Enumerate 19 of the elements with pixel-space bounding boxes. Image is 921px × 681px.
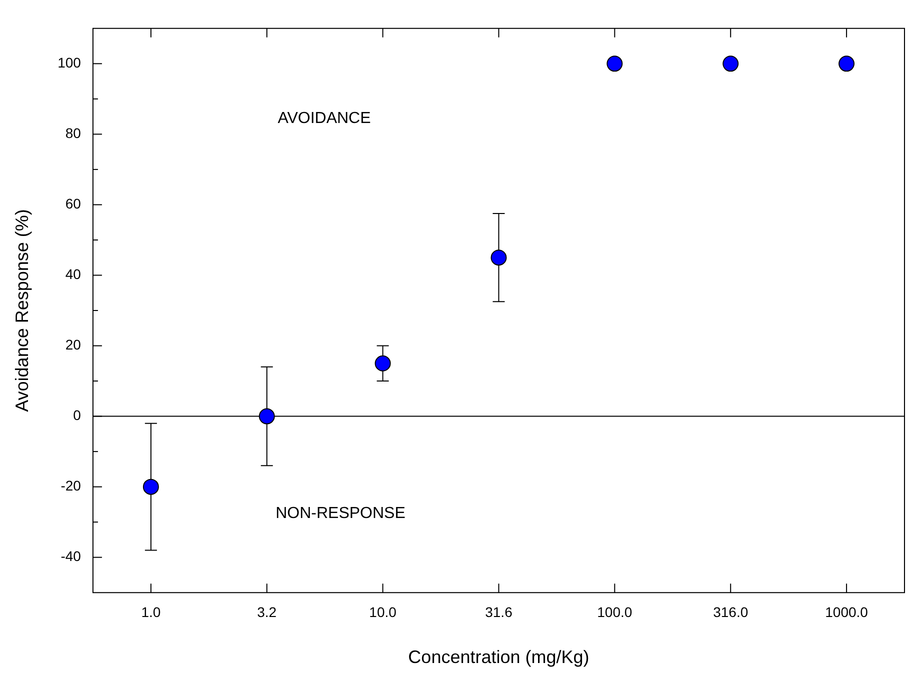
x-tick-label: 31.6 [485, 604, 513, 620]
y-tick-label: 100 [58, 54, 82, 71]
y-tick-label: -20 [60, 478, 82, 494]
y-tick-label: -40 [60, 548, 82, 564]
y-tick-label: 60 [65, 196, 82, 212]
x-tick-label: 10.0 [369, 604, 397, 620]
x-tick-label: 316.0 [713, 604, 748, 620]
y-tick-label: 0 [73, 407, 82, 424]
annotation: NON-RESPONSE [276, 505, 406, 522]
x-tick-label: 100.0 [597, 604, 632, 620]
y-axis-title: Avoidance Response (%) [12, 209, 32, 412]
x-tick-label: 3.2 [257, 604, 277, 620]
annotation: AVOIDANCE [278, 110, 371, 128]
y-tick-label: 20 [65, 336, 82, 353]
x-axis-title: Concentration (mg/Kg) [408, 647, 590, 668]
x-tick-label: 1.0 [141, 604, 161, 620]
x-tick-label: 1000.0 [825, 604, 868, 620]
y-tick-label: 40 [65, 266, 82, 282]
y-tick-label: 80 [65, 125, 82, 142]
